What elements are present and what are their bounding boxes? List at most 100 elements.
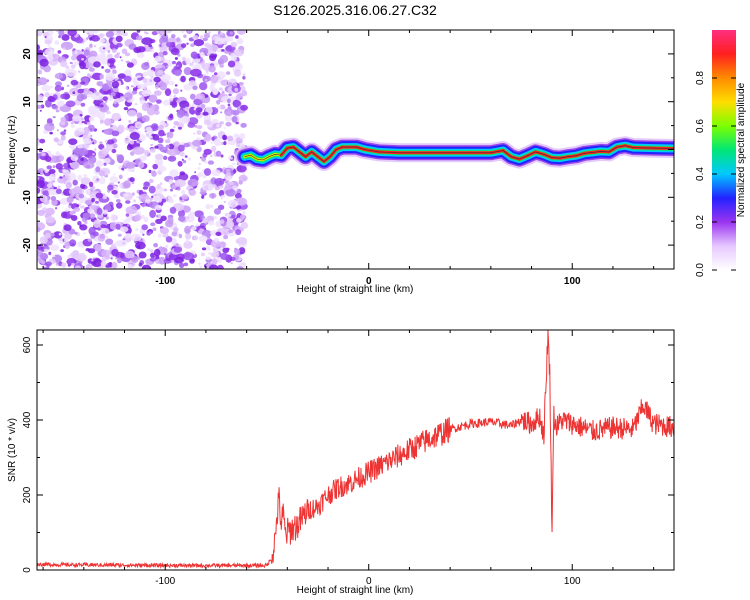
noise-blob <box>230 41 238 48</box>
noise-blob <box>213 208 222 215</box>
noise-blob <box>145 198 151 204</box>
noise-blob <box>105 265 110 268</box>
noise-blob <box>77 70 81 73</box>
noise-blob <box>101 147 109 155</box>
noise-blob <box>118 174 123 180</box>
noise-blob <box>75 253 87 262</box>
noise-blob <box>98 143 105 150</box>
noise-blob <box>37 209 46 216</box>
noise-blob <box>48 173 56 182</box>
noise-blob <box>179 171 186 176</box>
snr-series-line <box>37 330 674 570</box>
noise-blob <box>170 237 177 246</box>
noise-blob <box>136 112 143 119</box>
spectrogram-heatmap <box>37 30 674 269</box>
noise-blob <box>201 195 205 199</box>
noise-blob <box>149 209 157 219</box>
noise-blob <box>173 227 179 233</box>
noise-blob <box>235 35 239 39</box>
noise-blob <box>82 212 91 219</box>
noise-blob <box>83 137 92 144</box>
noise-blob <box>154 145 159 149</box>
spectrogram-ytick-label: -20 <box>22 237 33 252</box>
noise-blob <box>225 168 231 173</box>
noise-blob <box>229 31 233 35</box>
noise-blob <box>207 31 211 34</box>
noise-blob <box>220 49 225 52</box>
noise-blob <box>154 153 164 160</box>
noise-blob <box>77 174 83 181</box>
noise-blob <box>154 84 159 90</box>
noise-blob <box>106 111 111 115</box>
noise-blob <box>112 69 117 74</box>
noise-blob <box>177 160 183 167</box>
noise-blob <box>48 251 52 256</box>
noise-blob <box>70 124 75 128</box>
noise-blob <box>142 233 145 236</box>
noise-blob <box>46 55 54 61</box>
noise-blob <box>80 177 91 185</box>
noise-blob <box>202 74 206 77</box>
noise-blob <box>236 217 242 223</box>
noise-blob <box>54 85 62 92</box>
noise-blob <box>213 138 222 147</box>
noise-blob <box>221 90 225 94</box>
noise-blob <box>163 253 167 256</box>
noise-blob <box>39 109 42 112</box>
colorbar-tick-label: 0.8 <box>695 71 706 85</box>
noise-blob <box>206 72 209 75</box>
noise-blob <box>190 68 202 77</box>
noise-blob <box>223 234 229 240</box>
noise-blob <box>193 235 199 241</box>
noise-blob <box>102 209 109 215</box>
noise-blob <box>141 115 150 122</box>
noise-blob <box>135 241 146 250</box>
noise-blob <box>223 141 227 146</box>
noise-blob <box>91 205 97 210</box>
noise-blob <box>149 257 157 262</box>
noise-blob <box>174 179 186 188</box>
noise-blob <box>228 82 233 86</box>
noise-blob <box>161 74 171 82</box>
noise-blob <box>63 129 67 132</box>
noise-blob <box>87 248 96 254</box>
noise-blob <box>196 125 203 130</box>
noise-blob <box>199 35 204 40</box>
noise-blob <box>130 233 142 242</box>
noise-blob <box>235 121 239 125</box>
noise-blob <box>44 168 49 174</box>
noise-blob <box>237 30 246 35</box>
noise-blob <box>223 127 226 130</box>
noise-blob <box>37 77 48 86</box>
noise-blob <box>146 69 155 77</box>
noise-blob <box>181 194 189 200</box>
noise-blob <box>189 62 194 67</box>
colorbar: 0.0 0.2 0.4 0.6 0.8 Normalized spectral ampl… <box>695 30 747 277</box>
noise-blob <box>239 198 246 204</box>
noise-blob <box>107 50 111 53</box>
noise-blob <box>39 236 48 244</box>
noise-blob <box>195 64 199 67</box>
noise-blob <box>185 58 191 65</box>
noise-blob <box>101 66 104 69</box>
noise-blob <box>74 50 78 55</box>
snr-xtick-label: 100 <box>564 576 581 587</box>
noise-blob <box>39 58 49 67</box>
noise-blob <box>96 178 100 181</box>
noise-blob <box>107 57 116 64</box>
noise-blob <box>146 60 149 63</box>
noise-blob <box>70 215 78 221</box>
noise-blob <box>188 189 197 196</box>
noise-blob <box>211 258 218 265</box>
noise-blob <box>125 86 128 90</box>
noise-blob <box>211 251 220 258</box>
noise-blob <box>178 144 185 152</box>
noise-blob <box>88 67 95 72</box>
noise-blob <box>42 190 50 197</box>
noise-blob <box>226 247 230 251</box>
noise-blob <box>68 188 79 196</box>
noise-blob <box>177 186 181 191</box>
noise-blob <box>58 232 62 236</box>
noise-blob <box>99 38 106 44</box>
